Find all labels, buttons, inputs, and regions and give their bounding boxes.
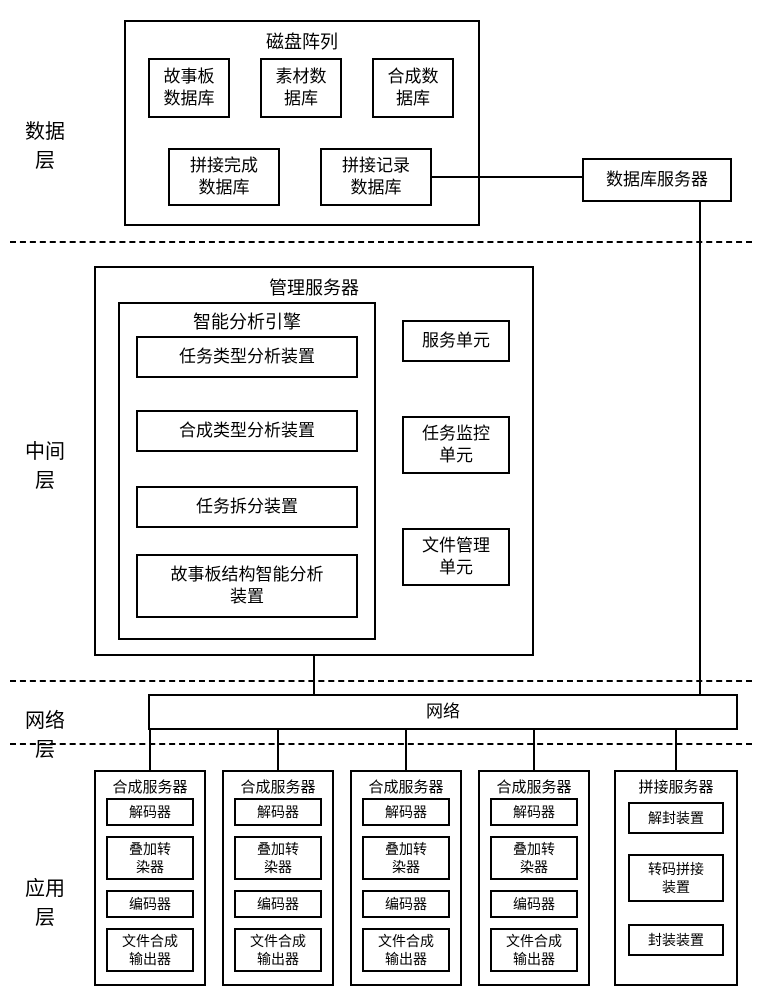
comp-server-1-output: 文件合成 输出器 — [106, 928, 194, 972]
divider-3 — [10, 743, 752, 745]
comp-server-4-title: 合成服务器 — [478, 776, 590, 797]
comp-server-1-encoder: 编码器 — [106, 890, 194, 918]
comp-server-1-title: 合成服务器 — [94, 776, 206, 797]
story-db: 故事板 数据库 — [148, 58, 230, 118]
comp-server-2-encoder: 编码器 — [234, 890, 322, 918]
stitch-server-unpack: 解封装置 — [628, 802, 724, 834]
comp-server-2-renderer: 叠加转 染器 — [234, 836, 322, 880]
task-monitor-unit: 任务监控 单元 — [402, 416, 510, 474]
comp-server-2-title: 合成服务器 — [222, 776, 334, 797]
disk-array-title: 磁盘阵列 — [124, 28, 480, 54]
comp-server-2-decoder: 解码器 — [234, 798, 322, 826]
comp-server-3-output: 文件合成 输出器 — [362, 928, 450, 972]
comp-server-4-encoder: 编码器 — [490, 890, 578, 918]
stitch-record-db: 拼接记录 数据库 — [320, 148, 432, 206]
db-server: 数据库服务器 — [582, 158, 732, 202]
comp-server-4-output: 文件合成 输出器 — [490, 928, 578, 972]
mgmt-server-title: 管理服务器 — [94, 274, 534, 300]
divider-1 — [10, 241, 752, 243]
divider-2 — [10, 680, 752, 682]
comp-server-3-title: 合成服务器 — [350, 776, 462, 797]
network-box: 网络 — [148, 694, 738, 730]
task-splitter: 任务拆分装置 — [136, 486, 358, 528]
stitch-done-db: 拼接完成 数据库 — [168, 148, 280, 206]
task-type-analyzer: 任务类型分析装置 — [136, 336, 358, 378]
service-unit: 服务单元 — [402, 320, 510, 362]
layer-label-data: 数据层 — [20, 115, 70, 173]
comp-server-3-decoder: 解码器 — [362, 798, 450, 826]
stitch-server-pack: 封装装置 — [628, 924, 724, 956]
layer-label-network: 网络层 — [20, 704, 70, 762]
comp-server-3-renderer: 叠加转 染器 — [362, 836, 450, 880]
composite-db: 合成数 据库 — [372, 58, 454, 118]
engine-title: 智能分析引擎 — [118, 308, 376, 334]
material-db: 素材数 据库 — [260, 58, 342, 118]
comp-server-3-encoder: 编码器 — [362, 890, 450, 918]
comp-server-4-decoder: 解码器 — [490, 798, 578, 826]
comp-server-4-renderer: 叠加转 染器 — [490, 836, 578, 880]
comp-server-2-output: 文件合成 输出器 — [234, 928, 322, 972]
file-manager-unit: 文件管理 单元 — [402, 528, 510, 586]
layer-label-middle: 中间层 — [20, 435, 70, 493]
stitch-server-title: 拼接服务器 — [614, 776, 738, 797]
comp-server-1-decoder: 解码器 — [106, 798, 194, 826]
comp-type-analyzer: 合成类型分析装置 — [136, 410, 358, 452]
stitch-server-transcode: 转码拼接 装置 — [628, 854, 724, 902]
story-analyzer: 故事板结构智能分析 装置 — [136, 554, 358, 618]
layer-label-application: 应用层 — [20, 872, 70, 930]
comp-server-1-renderer: 叠加转 染器 — [106, 836, 194, 880]
